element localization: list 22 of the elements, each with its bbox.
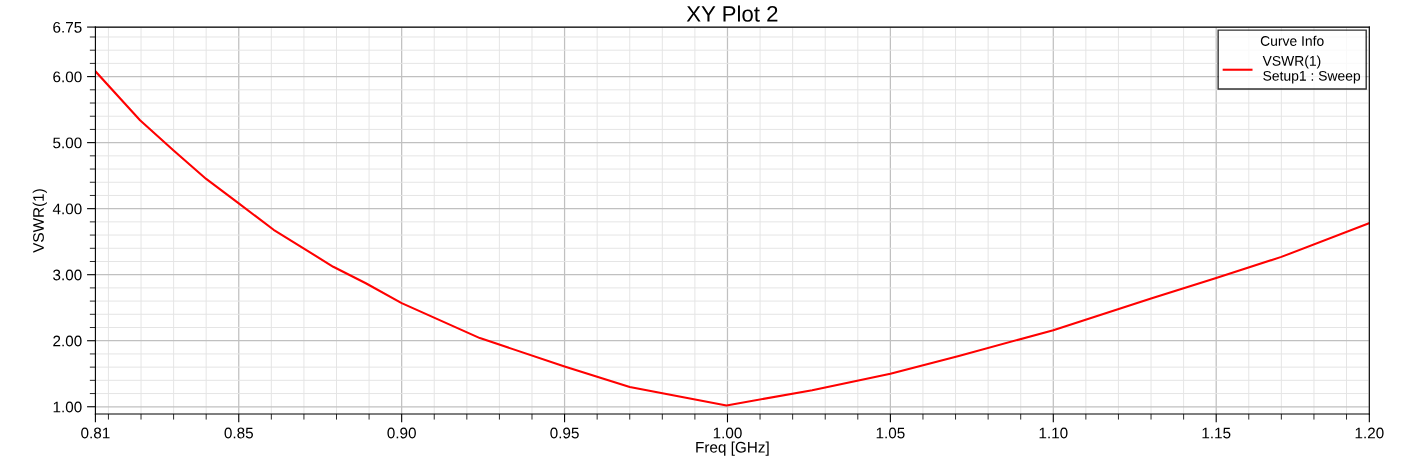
x-tick-label: 1.15	[1202, 427, 1231, 439]
x-tick-label: 1.10	[1039, 427, 1068, 439]
x-tick-label: 0.85	[224, 427, 253, 439]
y-tick-label: 3.00	[53, 269, 82, 281]
legend-label: VSWR(1) Setup1 : Sweep	[1262, 55, 1361, 84]
y-tick-label: 6.00	[53, 71, 82, 83]
y-tick-label: 4.00	[52, 203, 82, 215]
x-tick-label: 0.90	[387, 427, 416, 439]
chart-title: XY Plot 2	[686, 5, 778, 22]
x-tick-label: 1.00	[713, 427, 742, 439]
x-tick-label: 1.20	[1355, 427, 1384, 439]
y-tick-label: 1.00	[53, 401, 82, 413]
y-tick-label: 2.00	[53, 335, 82, 347]
x-tick-label: 0.81	[81, 427, 110, 439]
x-tick-label: 1.05	[876, 427, 905, 439]
x-axis-title: Freq [GHz]	[696, 441, 769, 456]
y-axis-title: VSWR(1)	[32, 189, 47, 253]
y-tick-label: 6.75	[53, 21, 82, 33]
x-tick-label: 0.95	[550, 427, 579, 439]
line-series	[95, 70, 1370, 407]
legend-title: Curve Info	[1260, 35, 1324, 46]
y-tick-label: 5.00	[53, 137, 82, 149]
